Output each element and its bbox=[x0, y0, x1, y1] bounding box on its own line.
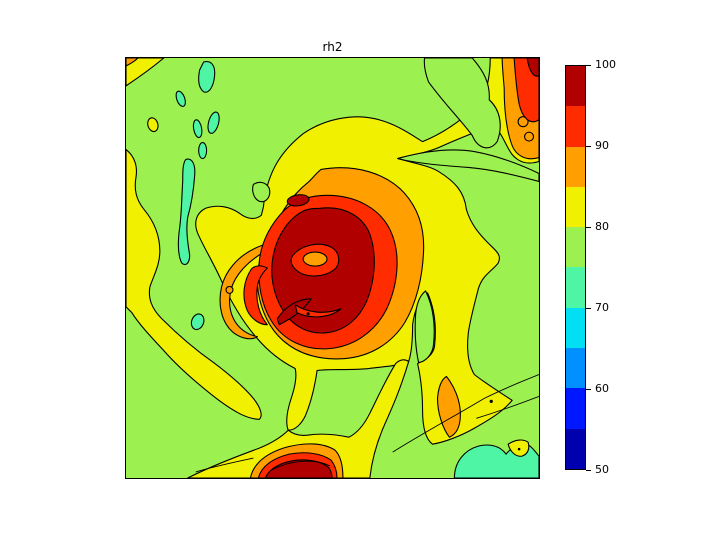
contour-map bbox=[126, 58, 539, 478]
colorbar bbox=[565, 65, 586, 470]
colorbar-band-80-85 bbox=[566, 186, 585, 228]
point-marker bbox=[489, 399, 493, 403]
ne-corner-ring bbox=[524, 131, 535, 142]
colorbar-band-85-90 bbox=[566, 146, 585, 187]
colorbar-band-95-100 bbox=[566, 66, 585, 107]
west-red-crescent bbox=[243, 265, 268, 326]
south-band-contour bbox=[187, 359, 410, 478]
colorbar-band-70-75 bbox=[566, 267, 585, 308]
colorbar-ticklabel: 50 bbox=[595, 463, 609, 477]
colorbar-ticklabel: 70 bbox=[595, 301, 609, 315]
nw-corner-orange-contour bbox=[126, 58, 139, 67]
colorbar-ticklabel: 100 bbox=[595, 58, 616, 72]
colorbar-tickmark bbox=[586, 226, 591, 228]
colorbar-band-75-80 bbox=[566, 227, 585, 268]
colorbar-tickmark bbox=[586, 64, 591, 66]
eye-center bbox=[302, 251, 328, 267]
dry-patch bbox=[192, 119, 203, 139]
colorbar-tickmark bbox=[586, 145, 591, 147]
green-sliver bbox=[252, 181, 271, 203]
colorbar-ticklabel: 60 bbox=[595, 382, 609, 396]
point-marker bbox=[306, 312, 310, 316]
colorbar-band-55-60 bbox=[566, 388, 585, 429]
colorbar-band-60-65 bbox=[566, 348, 585, 389]
north-darkred-patch bbox=[286, 194, 310, 207]
green-notch bbox=[397, 149, 539, 182]
colorbar-tickmark bbox=[586, 388, 591, 390]
dry-patch bbox=[175, 90, 186, 107]
nw-corner-contour bbox=[126, 58, 165, 87]
colorbar-band-50-55 bbox=[566, 428, 585, 469]
colorbar-ticklabel: 90 bbox=[595, 139, 609, 153]
plot-title: rh2 bbox=[322, 40, 343, 54]
colorbar-tickmark bbox=[586, 307, 591, 309]
dry-patch-elongated bbox=[177, 158, 196, 266]
green-corner-wedge bbox=[423, 58, 501, 149]
dry-patch bbox=[207, 111, 220, 134]
green-finger bbox=[414, 290, 435, 364]
tiny-ring-marker bbox=[225, 285, 234, 294]
map-axes bbox=[125, 57, 540, 479]
ne-corner-ring bbox=[517, 116, 529, 128]
dry-patch bbox=[198, 142, 208, 160]
west-band-contour bbox=[126, 149, 262, 420]
colorbar-band-65-70 bbox=[566, 307, 585, 349]
south-strip-inner-line bbox=[195, 457, 254, 473]
colorbar-ticklabel: 80 bbox=[595, 220, 609, 234]
coast-line bbox=[392, 374, 539, 453]
colorbar-ticks: 100 90 80 70 60 50 bbox=[586, 58, 631, 476]
coast-line bbox=[476, 395, 539, 419]
point-marker bbox=[517, 447, 521, 451]
south-blob-inner-line bbox=[271, 460, 331, 471]
small-yellow-spot bbox=[147, 117, 159, 133]
sw-darkred-streak bbox=[276, 298, 312, 326]
colorbar-tickmark bbox=[586, 469, 591, 471]
ne-corner-darkred-contour bbox=[526, 58, 539, 77]
colorbar-band-90-95 bbox=[566, 106, 585, 147]
dry-patch bbox=[198, 61, 216, 93]
dry-patch bbox=[190, 313, 205, 331]
